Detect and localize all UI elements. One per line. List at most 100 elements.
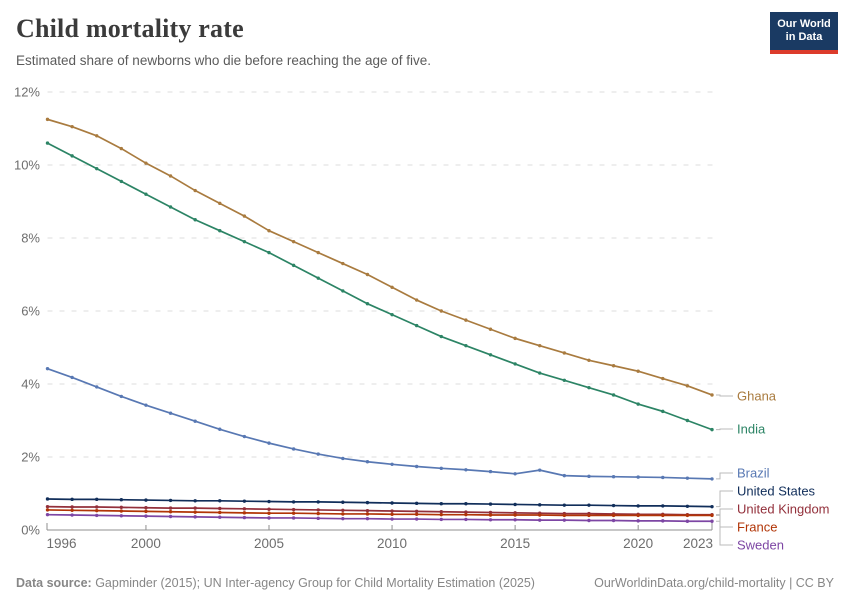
data-point-united-states-2006[interactable]: [291, 500, 296, 504]
data-point-united-states-2003[interactable]: [218, 499, 222, 503]
data-point-united-states-1998[interactable]: [95, 497, 99, 502]
series-label-ghana[interactable]: Ghana: [737, 389, 777, 404]
data-point-india-2013[interactable]: [464, 343, 468, 348]
data-point-brazil-2013[interactable]: [464, 468, 468, 472]
data-point-france-1997[interactable]: [70, 508, 74, 512]
data-point-united-kingdom-2011[interactable]: [414, 509, 419, 514]
data-point-united-states-2001[interactable]: [168, 498, 173, 503]
data-point-india-2002[interactable]: [193, 218, 197, 222]
data-point-united-kingdom-2009[interactable]: [365, 508, 370, 513]
data-point-brazil-1997[interactable]: [70, 375, 74, 380]
data-point-france-2011[interactable]: [414, 512, 419, 517]
data-point-united-states-2022[interactable]: [685, 504, 690, 508]
data-point-sweden-2017[interactable]: [562, 518, 567, 522]
data-point-france-2014[interactable]: [488, 513, 493, 517]
data-point-india-2005[interactable]: [267, 250, 271, 255]
data-point-sweden-2000[interactable]: [144, 514, 148, 518]
data-point-brazil-2001[interactable]: [168, 411, 173, 415]
data-point-ghana-2003[interactable]: [218, 201, 222, 206]
data-point-sweden-2020[interactable]: [636, 519, 640, 523]
data-point-united-states-2023[interactable]: [710, 504, 714, 509]
series-line-brazil[interactable]: [46, 367, 713, 480]
series-line-united-states[interactable]: [46, 498, 713, 508]
data-point-united-states-2014[interactable]: [488, 502, 493, 506]
series-line-france[interactable]: [46, 509, 713, 517]
data-point-ghana-1997[interactable]: [70, 124, 74, 129]
data-point-ghana-2004[interactable]: [242, 214, 247, 218]
data-point-sweden-2013[interactable]: [464, 517, 468, 522]
data-point-ghana-2001[interactable]: [168, 174, 173, 178]
data-point-sweden-2012[interactable]: [439, 517, 443, 522]
data-point-united-kingdom-2014[interactable]: [488, 510, 493, 515]
data-point-sweden-1997[interactable]: [70, 513, 74, 517]
data-point-ghana-1996[interactable]: [45, 117, 50, 122]
data-point-france-2009[interactable]: [365, 512, 370, 516]
data-point-france-2013[interactable]: [464, 512, 468, 517]
data-point-brazil-1998[interactable]: [95, 385, 99, 389]
data-point-france-2016[interactable]: [538, 513, 542, 517]
data-point-ghana-2021[interactable]: [661, 376, 665, 381]
data-point-sweden-2014[interactable]: [488, 518, 493, 522]
data-point-sweden-2023[interactable]: [710, 519, 714, 523]
data-point-india-2014[interactable]: [488, 353, 493, 357]
data-point-sweden-2022[interactable]: [685, 519, 690, 523]
data-point-united-kingdom-2013[interactable]: [464, 510, 468, 514]
data-point-brazil-2020[interactable]: [636, 475, 640, 479]
data-point-india-2022[interactable]: [685, 418, 690, 423]
series-label-india[interactable]: India: [737, 422, 766, 437]
data-point-united-kingdom-2010[interactable]: [390, 509, 394, 513]
data-point-france-2015[interactable]: [513, 513, 517, 517]
data-point-united-states-2005[interactable]: [267, 499, 271, 504]
series-label-united-kingdom[interactable]: United Kingdom: [737, 502, 830, 517]
data-point-brazil-2019[interactable]: [611, 475, 616, 479]
data-point-united-states-2009[interactable]: [365, 500, 370, 505]
data-point-india-1997[interactable]: [70, 154, 74, 158]
data-point-sweden-2005[interactable]: [267, 516, 271, 520]
data-point-india-2004[interactable]: [242, 239, 247, 244]
data-point-france-1998[interactable]: [95, 508, 99, 513]
data-point-sweden-2004[interactable]: [242, 515, 247, 520]
data-point-ghana-1999[interactable]: [119, 146, 124, 151]
data-point-ghana-2006[interactable]: [291, 239, 296, 244]
data-point-ghana-2018[interactable]: [587, 358, 591, 362]
data-point-brazil-2002[interactable]: [193, 419, 197, 423]
data-point-india-2006[interactable]: [291, 263, 296, 268]
data-point-ghana-2007[interactable]: [316, 250, 320, 255]
data-point-sweden-2015[interactable]: [513, 518, 517, 522]
data-point-brazil-2017[interactable]: [562, 473, 567, 478]
owid-link[interactable]: OurWorldinData.org/child-mortality | CC …: [594, 576, 834, 590]
data-point-united-kingdom-2008[interactable]: [341, 508, 345, 512]
data-point-france-2002[interactable]: [193, 510, 197, 514]
data-point-france-2021[interactable]: [661, 513, 665, 518]
data-point-brazil-2005[interactable]: [267, 441, 271, 445]
data-point-ghana-2022[interactable]: [685, 384, 690, 388]
data-point-india-2000[interactable]: [144, 192, 148, 196]
data-point-united-kingdom-2007[interactable]: [316, 508, 320, 512]
data-point-france-2017[interactable]: [562, 513, 567, 518]
data-point-united-states-2018[interactable]: [587, 503, 591, 507]
data-point-sweden-2010[interactable]: [390, 517, 394, 521]
data-point-ghana-2005[interactable]: [267, 229, 271, 233]
data-point-france-2007[interactable]: [316, 511, 320, 516]
data-point-ghana-2019[interactable]: [611, 364, 616, 368]
data-point-brazil-2014[interactable]: [488, 469, 493, 474]
data-point-france-1996[interactable]: [45, 508, 50, 512]
data-point-france-2000[interactable]: [144, 509, 148, 514]
data-point-united-kingdom-1996[interactable]: [45, 504, 50, 509]
data-point-india-2021[interactable]: [661, 409, 665, 414]
series-label-united-states[interactable]: United States: [737, 484, 816, 499]
data-point-sweden-1999[interactable]: [119, 514, 124, 518]
data-point-united-states-2002[interactable]: [193, 499, 197, 503]
data-point-sweden-2019[interactable]: [611, 518, 616, 523]
series-line-india[interactable]: [46, 142, 713, 431]
data-point-sweden-2018[interactable]: [587, 518, 591, 523]
data-point-ghana-2015[interactable]: [513, 336, 517, 341]
data-point-france-2006[interactable]: [291, 511, 296, 515]
data-point-ghana-2014[interactable]: [488, 327, 493, 331]
data-point-india-2016[interactable]: [538, 371, 542, 375]
data-point-india-2003[interactable]: [218, 229, 222, 233]
data-point-sweden-2009[interactable]: [365, 516, 370, 521]
data-point-united-kingdom-2000[interactable]: [144, 506, 148, 510]
data-point-ghana-2013[interactable]: [464, 318, 468, 322]
data-point-united-kingdom-2006[interactable]: [291, 507, 296, 512]
